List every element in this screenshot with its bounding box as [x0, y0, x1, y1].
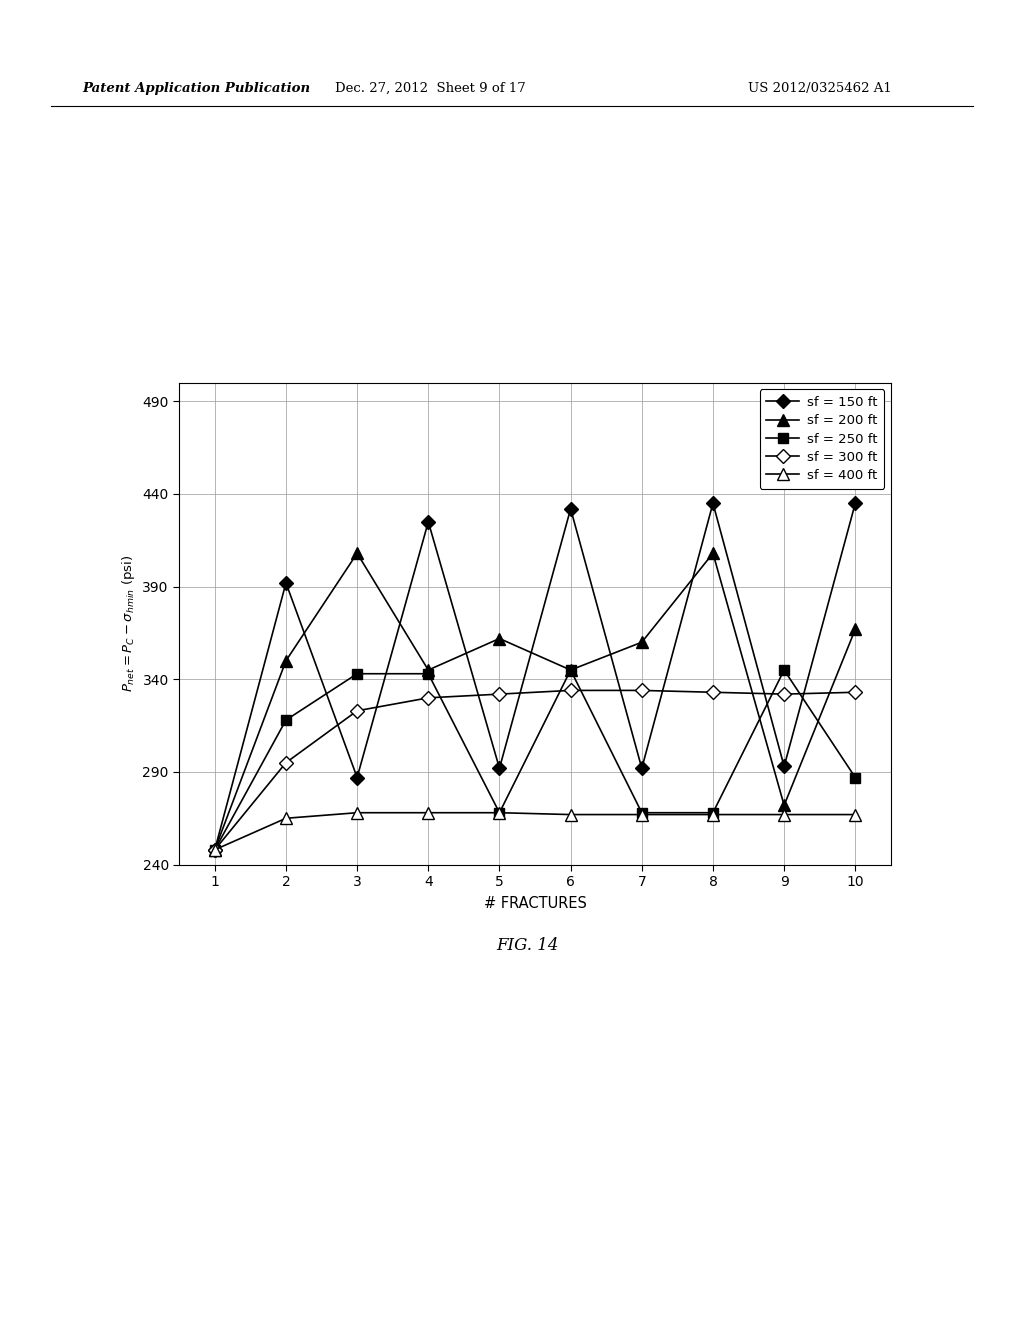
sf = 400 ft: [422, 805, 434, 821]
sf = 300 ft: [849, 684, 861, 700]
sf = 150 ft: [209, 842, 221, 858]
sf = 400 ft: [778, 807, 791, 822]
sf = 250 ft: [494, 805, 506, 821]
sf = 150 ft: [849, 495, 861, 511]
sf = 250 ft: [707, 805, 719, 821]
sf = 200 ft: [280, 653, 292, 669]
sf = 300 ft: [564, 682, 577, 698]
sf = 200 ft: [422, 663, 434, 678]
sf = 250 ft: [351, 665, 364, 681]
sf = 400 ft: [849, 807, 861, 822]
sf = 300 ft: [280, 755, 292, 771]
Y-axis label: $P_{net} = P_C - \sigma_{hmin}$ (psi): $P_{net} = P_C - \sigma_{hmin}$ (psi): [120, 554, 137, 693]
sf = 300 ft: [636, 682, 648, 698]
sf = 400 ft: [636, 807, 648, 822]
sf = 200 ft: [351, 545, 364, 561]
sf = 150 ft: [280, 576, 292, 591]
sf = 200 ft: [778, 797, 791, 813]
sf = 200 ft: [707, 545, 719, 561]
sf = 400 ft: [707, 807, 719, 822]
sf = 300 ft: [422, 690, 434, 706]
sf = 200 ft: [209, 842, 221, 858]
sf = 250 ft: [636, 805, 648, 821]
Text: US 2012/0325462 A1: US 2012/0325462 A1: [748, 82, 891, 95]
sf = 150 ft: [778, 759, 791, 775]
Text: FIG. 14: FIG. 14: [496, 937, 559, 954]
sf = 250 ft: [280, 713, 292, 729]
sf = 150 ft: [494, 760, 506, 776]
sf = 400 ft: [280, 810, 292, 826]
sf = 400 ft: [351, 805, 364, 821]
sf = 300 ft: [778, 686, 791, 702]
sf = 400 ft: [209, 842, 221, 858]
sf = 250 ft: [422, 665, 434, 681]
sf = 250 ft: [209, 842, 221, 858]
Text: Patent Application Publication: Patent Application Publication: [82, 82, 310, 95]
sf = 250 ft: [849, 770, 861, 785]
sf = 250 ft: [564, 663, 577, 678]
sf = 150 ft: [636, 760, 648, 776]
sf = 400 ft: [494, 805, 506, 821]
sf = 150 ft: [564, 500, 577, 516]
sf = 150 ft: [351, 770, 364, 785]
sf = 200 ft: [564, 663, 577, 678]
sf = 200 ft: [636, 635, 648, 651]
sf = 300 ft: [494, 686, 506, 702]
sf = 200 ft: [494, 631, 506, 647]
X-axis label: # FRACTURES: # FRACTURES: [483, 896, 587, 911]
sf = 150 ft: [422, 513, 434, 529]
Line: sf = 150 ft: sf = 150 ft: [210, 499, 860, 854]
sf = 150 ft: [707, 495, 719, 511]
sf = 200 ft: [849, 622, 861, 638]
Line: sf = 250 ft: sf = 250 ft: [210, 665, 860, 854]
sf = 300 ft: [707, 684, 719, 700]
Line: sf = 300 ft: sf = 300 ft: [210, 685, 860, 854]
Line: sf = 200 ft: sf = 200 ft: [209, 548, 861, 855]
sf = 300 ft: [209, 842, 221, 858]
Text: Dec. 27, 2012  Sheet 9 of 17: Dec. 27, 2012 Sheet 9 of 17: [335, 82, 525, 95]
Legend: sf = 150 ft, sf = 200 ft, sf = 250 ft, sf = 300 ft, sf = 400 ft: sf = 150 ft, sf = 200 ft, sf = 250 ft, s…: [760, 389, 885, 488]
sf = 250 ft: [778, 663, 791, 678]
Line: sf = 400 ft: sf = 400 ft: [209, 807, 861, 855]
sf = 300 ft: [351, 702, 364, 718]
sf = 400 ft: [564, 807, 577, 822]
